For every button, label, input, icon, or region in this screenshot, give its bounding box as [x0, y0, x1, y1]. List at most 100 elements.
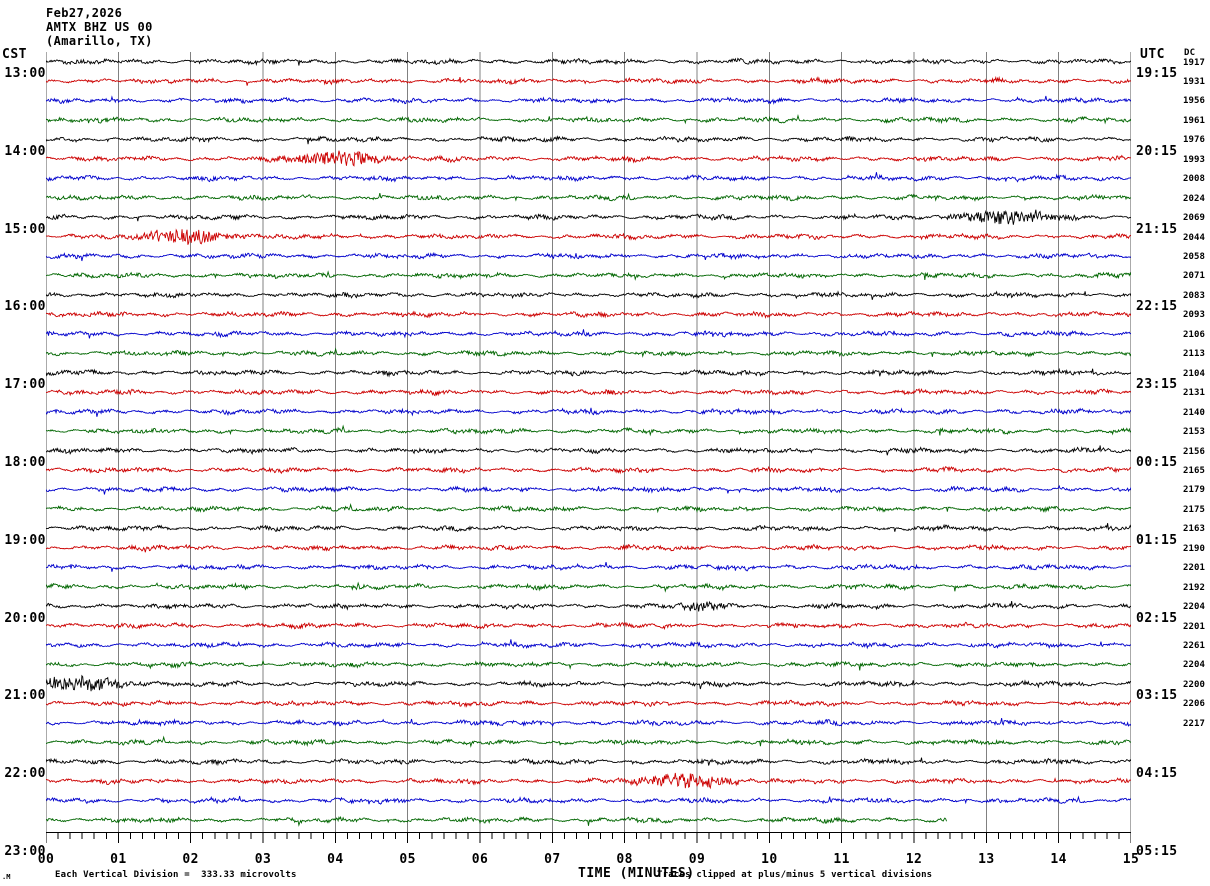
cst-time-label: 17:00 [4, 377, 46, 393]
dc-value: 2192 [1183, 582, 1206, 593]
x-tick-label: 05 [399, 852, 416, 867]
seismic-trace [46, 270, 1131, 281]
utc-time-label: 00:15 [1136, 455, 1178, 470]
seismic-trace [46, 329, 1131, 339]
cst-time-label: 22:00 [4, 766, 46, 782]
dc-value: 2217 [1183, 718, 1206, 729]
dc-value: 2131 [1183, 388, 1206, 399]
dc-value: 2069 [1183, 213, 1206, 224]
seismic-trace [46, 310, 1131, 319]
left-axis-label: CST [2, 47, 27, 62]
x-tick-label: 09 [688, 852, 706, 867]
seismic-trace [46, 562, 1131, 572]
footer-corner-mark: .M [2, 873, 11, 881]
x-tick-label: 13 [978, 852, 995, 867]
x-tick-label: 10 [761, 852, 778, 867]
cst-time-label: 23:00 [4, 844, 46, 859]
seismic-trace [46, 347, 1131, 358]
seismic-trace [46, 150, 1131, 167]
dc-value: 2058 [1183, 252, 1206, 262]
dc-value: 1956 [1183, 96, 1206, 107]
dc-value: 2024 [1183, 193, 1206, 204]
seismic-trace [46, 95, 1131, 105]
seismic-trace [46, 57, 1131, 67]
x-axis-ticks [45, 832, 1132, 850]
seismic-trace [46, 815, 947, 827]
utc-time-label: 05:15 [1136, 844, 1178, 859]
seismic-trace [46, 135, 1131, 145]
seismic-trace [46, 717, 1131, 728]
seismic-trace [46, 484, 1131, 495]
x-tick-label: 07 [544, 852, 561, 867]
dc-value: 2200 [1183, 679, 1206, 690]
x-tick-label: 14 [1050, 852, 1067, 867]
dc-value: 2083 [1183, 290, 1206, 301]
header-location: (Amarillo, TX) [46, 34, 153, 48]
seismogram-plot [46, 52, 1131, 832]
dc-value: 2165 [1183, 465, 1206, 476]
x-tick-label: 11 [833, 852, 850, 867]
seismic-trace [46, 503, 1131, 514]
utc-time-label: 21:15 [1136, 221, 1178, 237]
dc-value: 2206 [1183, 699, 1206, 710]
seismic-trace [46, 757, 1131, 767]
seismic-trace [46, 388, 1131, 397]
x-tick-label: 15 [1122, 852, 1140, 867]
cst-time-label: 14:00 [4, 143, 46, 159]
footer-scale-note: Each Vertical Division = 333.33 microvol… [55, 870, 297, 880]
seismic-trace [46, 581, 1131, 593]
dc-value: 2113 [1183, 349, 1206, 360]
right-axis-label: UTC [1140, 47, 1165, 62]
x-tick-label: 02 [182, 852, 199, 867]
seismic-trace [46, 209, 1131, 225]
seismic-trace [46, 523, 1131, 533]
seismic-trace [46, 114, 1131, 125]
dc-value: 2201 [1183, 621, 1206, 632]
dc-value: 2104 [1183, 368, 1206, 379]
dc-value: 2044 [1183, 232, 1206, 243]
seismic-trace [46, 445, 1131, 456]
utc-time-label: 01:15 [1136, 532, 1178, 548]
cst-time-label: 15:00 [4, 221, 46, 237]
x-axis-title: TIME (MINUTES) [578, 866, 695, 881]
seismic-trace [46, 172, 1131, 183]
seismic-trace [46, 639, 1131, 650]
dc-column-header: DC [1184, 48, 1196, 58]
dc-value: 2201 [1183, 563, 1206, 574]
x-tick-label: 04 [327, 852, 344, 867]
seismic-trace [46, 252, 1131, 262]
seismic-trace [46, 543, 1131, 553]
seismic-trace [46, 674, 1131, 692]
dc-value: 1961 [1183, 115, 1206, 126]
cst-time-label: 18:00 [4, 455, 46, 470]
dc-value: 2008 [1183, 174, 1206, 185]
utc-time-label: 23:15 [1136, 377, 1178, 393]
dc-value: 2261 [1183, 641, 1206, 651]
x-tick-label: 08 [616, 852, 633, 867]
seismic-trace [46, 699, 1131, 708]
cst-time-label: 19:00 [4, 532, 46, 548]
seismic-trace [46, 407, 1131, 417]
utc-time-label: 19:15 [1136, 66, 1178, 81]
x-tick-label: 06 [471, 852, 489, 867]
cst-time-label: 21:00 [4, 688, 46, 704]
seismic-trace [46, 795, 1131, 805]
seismic-trace [46, 228, 1131, 245]
x-tick-label: 01 [110, 852, 127, 867]
utc-time-label: 03:15 [1136, 688, 1178, 704]
dc-value: 2071 [1183, 271, 1206, 282]
seismic-trace [46, 465, 1131, 475]
x-tick-label: 00 [37, 852, 55, 867]
dc-value: 2204 [1183, 660, 1206, 671]
dc-value: 2163 [1183, 524, 1206, 535]
dc-value: 2190 [1183, 543, 1206, 554]
dc-value: 1931 [1183, 76, 1206, 87]
seismic-trace [46, 424, 1131, 437]
seismic-trace [46, 290, 1131, 300]
seismic-trace [46, 600, 1131, 612]
cst-time-label: 16:00 [4, 299, 46, 315]
dc-value: 1976 [1183, 135, 1206, 146]
seismic-trace [46, 192, 1131, 202]
seismic-trace [46, 772, 1131, 790]
seismic-trace [46, 75, 1131, 86]
